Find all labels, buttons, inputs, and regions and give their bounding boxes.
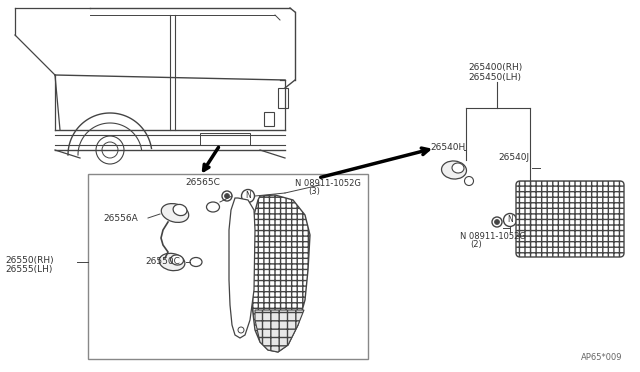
Polygon shape <box>251 195 310 352</box>
Ellipse shape <box>170 255 184 265</box>
Circle shape <box>504 214 516 227</box>
Text: N 08911-1052G: N 08911-1052G <box>460 232 526 241</box>
Ellipse shape <box>452 163 464 173</box>
Text: 26555(LH): 26555(LH) <box>5 265 52 274</box>
Circle shape <box>495 219 499 224</box>
Circle shape <box>102 142 118 158</box>
Circle shape <box>225 193 230 199</box>
Polygon shape <box>229 198 255 338</box>
Circle shape <box>238 327 244 333</box>
Text: (2): (2) <box>470 240 482 249</box>
Circle shape <box>241 189 255 202</box>
Text: 26556A: 26556A <box>103 214 138 223</box>
Circle shape <box>96 136 124 164</box>
Ellipse shape <box>190 257 202 266</box>
Text: 265450(LH): 265450(LH) <box>468 73 521 82</box>
Circle shape <box>492 217 502 227</box>
Bar <box>278 88 288 108</box>
Text: N: N <box>245 192 251 201</box>
FancyBboxPatch shape <box>516 181 624 257</box>
Ellipse shape <box>207 202 220 212</box>
Text: 26550C: 26550C <box>145 257 180 266</box>
Polygon shape <box>255 310 304 352</box>
Ellipse shape <box>173 204 187 216</box>
Circle shape <box>465 176 474 186</box>
Bar <box>88 174 368 359</box>
Text: (3): (3) <box>308 187 320 196</box>
Text: 26565C: 26565C <box>185 178 220 187</box>
Bar <box>200 133 250 145</box>
Text: 26540J: 26540J <box>498 153 529 162</box>
Text: 265400(RH): 265400(RH) <box>468 63 522 72</box>
Text: N: N <box>507 215 513 224</box>
Text: 26540H: 26540H <box>430 143 465 152</box>
Text: 26550(RH): 26550(RH) <box>5 256 54 265</box>
Ellipse shape <box>161 203 189 222</box>
Ellipse shape <box>159 253 185 271</box>
Text: AP65*009: AP65*009 <box>580 353 622 362</box>
Circle shape <box>222 191 232 201</box>
Text: N 08911-1052G: N 08911-1052G <box>295 179 361 188</box>
Bar <box>264 112 274 126</box>
Ellipse shape <box>442 161 467 179</box>
